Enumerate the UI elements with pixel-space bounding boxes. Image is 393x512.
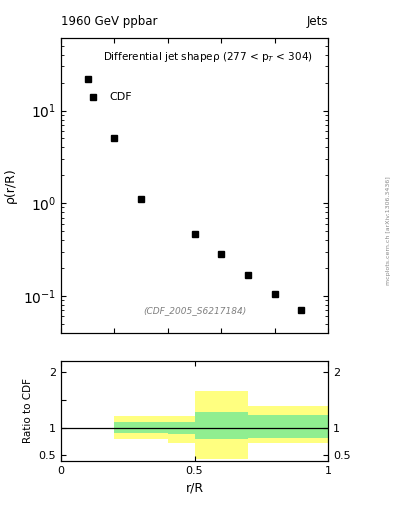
Bar xyxy=(221,412,248,439)
Text: Differential jet shapeρ (277 < p$_{T}$ < 304): Differential jet shapeρ (277 < p$_{T}$ <… xyxy=(103,50,313,64)
Bar xyxy=(168,416,195,443)
Y-axis label: ρ(r/R): ρ(r/R) xyxy=(4,168,17,203)
Bar xyxy=(195,412,221,439)
Bar xyxy=(114,422,141,433)
Bar xyxy=(141,416,168,439)
X-axis label: r/R: r/R xyxy=(185,481,204,494)
Text: Jets: Jets xyxy=(307,15,328,28)
Text: mcplots.cern.ch [arXiv:1306.3436]: mcplots.cern.ch [arXiv:1306.3436] xyxy=(386,176,391,285)
Bar xyxy=(248,407,328,443)
Bar xyxy=(114,416,141,439)
Bar xyxy=(195,392,221,459)
Text: 1960 GeV ppbar: 1960 GeV ppbar xyxy=(61,15,158,28)
Y-axis label: Ratio to CDF: Ratio to CDF xyxy=(23,378,33,443)
Bar xyxy=(221,392,248,459)
Text: (CDF_2005_S6217184): (CDF_2005_S6217184) xyxy=(143,306,246,315)
Bar xyxy=(168,422,195,434)
Bar xyxy=(248,415,328,437)
Text: CDF: CDF xyxy=(109,92,132,102)
Bar xyxy=(141,422,168,433)
